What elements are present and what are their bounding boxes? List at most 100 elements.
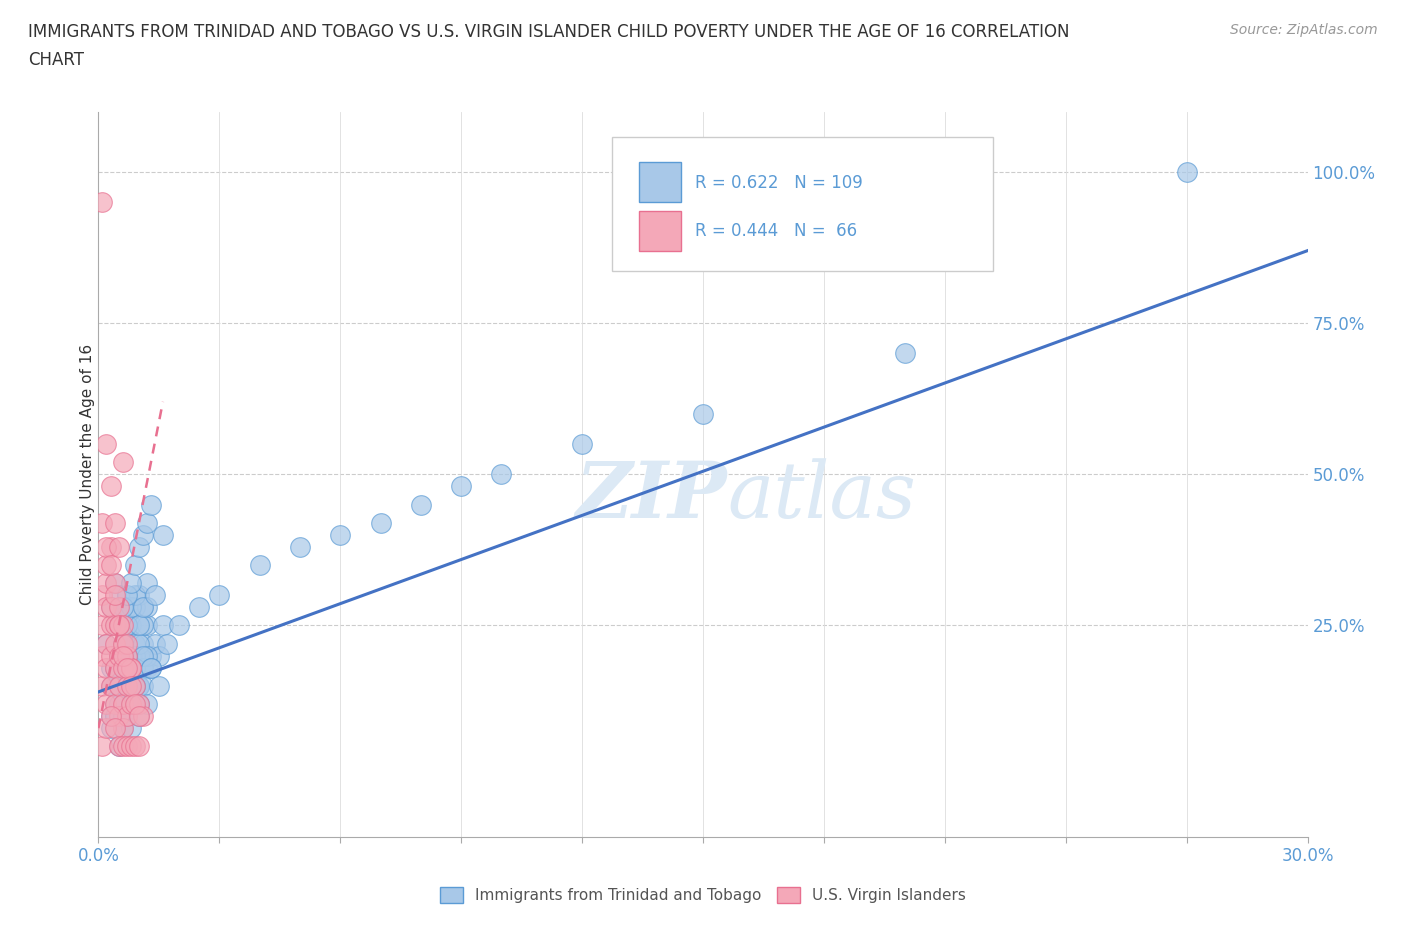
Point [91,195,114,210]
Point [120,648,142,663]
Point [120,600,142,615]
Point [115,660,138,675]
Point [128,738,150,753]
Point [491,467,513,482]
Point [450,479,472,494]
Point [152,527,174,542]
Point [100,709,122,724]
Point [96,600,118,615]
Point [111,660,134,675]
Point [111,738,134,753]
Point [91,618,114,633]
Point [124,600,146,615]
Point [120,721,142,736]
Legend: Immigrants from Trinidad and Tobago, U.S. Virgin Islanders: Immigrants from Trinidad and Tobago, U.S… [434,881,972,910]
Point [135,576,157,591]
Point [152,618,174,633]
Text: R = 0.622   N = 109: R = 0.622 N = 109 [695,174,862,192]
Point [124,588,146,603]
Point [120,697,142,711]
Point [120,679,142,694]
Point [115,709,138,724]
Point [111,721,134,736]
Point [100,600,122,615]
Point [91,648,114,663]
Point [107,697,129,711]
Point [128,636,150,651]
Point [96,721,118,736]
Point [111,455,134,470]
Point [115,679,138,694]
Point [107,618,129,633]
Point [135,660,157,675]
Point [111,648,134,663]
Point [111,618,134,633]
Point [107,709,129,724]
Point [96,697,118,711]
Text: Source: ZipAtlas.com: Source: ZipAtlas.com [1230,23,1378,37]
Point [120,697,142,711]
Point [115,636,138,651]
Bar [638,163,682,203]
Point [692,406,714,421]
Point [128,679,150,694]
Point [120,660,142,675]
Point [148,679,170,694]
Point [107,648,129,663]
Point [115,648,138,663]
Point [100,539,122,554]
Point [111,636,134,651]
Point [115,600,138,615]
Point [249,558,271,573]
Point [96,558,118,573]
Point [100,721,122,736]
Point [103,588,125,603]
Point [107,539,129,554]
Point [571,437,593,452]
Point [111,600,134,615]
Point [103,618,125,633]
Point [100,618,122,633]
Point [111,660,134,675]
Point [91,738,114,753]
Point [107,648,129,663]
Point [124,679,146,694]
Point [132,618,155,633]
Point [128,648,150,663]
Point [115,588,138,603]
Point [120,660,142,675]
Point [103,576,125,591]
Point [139,498,162,512]
Point [111,697,134,711]
Point [100,558,122,573]
Point [96,539,118,554]
Point [115,648,138,663]
Point [103,697,125,711]
Point [132,636,155,651]
Point [103,709,125,724]
Point [124,558,146,573]
Point [103,660,125,675]
Point [124,636,146,651]
Point [132,648,155,663]
Point [115,667,138,682]
Point [208,588,231,603]
Point [115,618,138,633]
Point [111,697,134,711]
Point [100,648,122,663]
Point [100,600,122,615]
Point [107,588,129,603]
Point [115,636,138,651]
Point [103,576,125,591]
Point [120,660,142,675]
Point [128,709,150,724]
Point [124,660,146,675]
Point [103,660,125,675]
Point [156,636,179,651]
Point [124,738,146,753]
Point [143,588,166,603]
Point [115,709,138,724]
Point [111,697,134,711]
Y-axis label: Child Poverty Under the Age of 16: Child Poverty Under the Age of 16 [80,344,94,604]
Text: IMMIGRANTS FROM TRINIDAD AND TOBAGO VS U.S. VIRGIN ISLANDER CHILD POVERTY UNDER : IMMIGRANTS FROM TRINIDAD AND TOBAGO VS U… [28,23,1070,41]
